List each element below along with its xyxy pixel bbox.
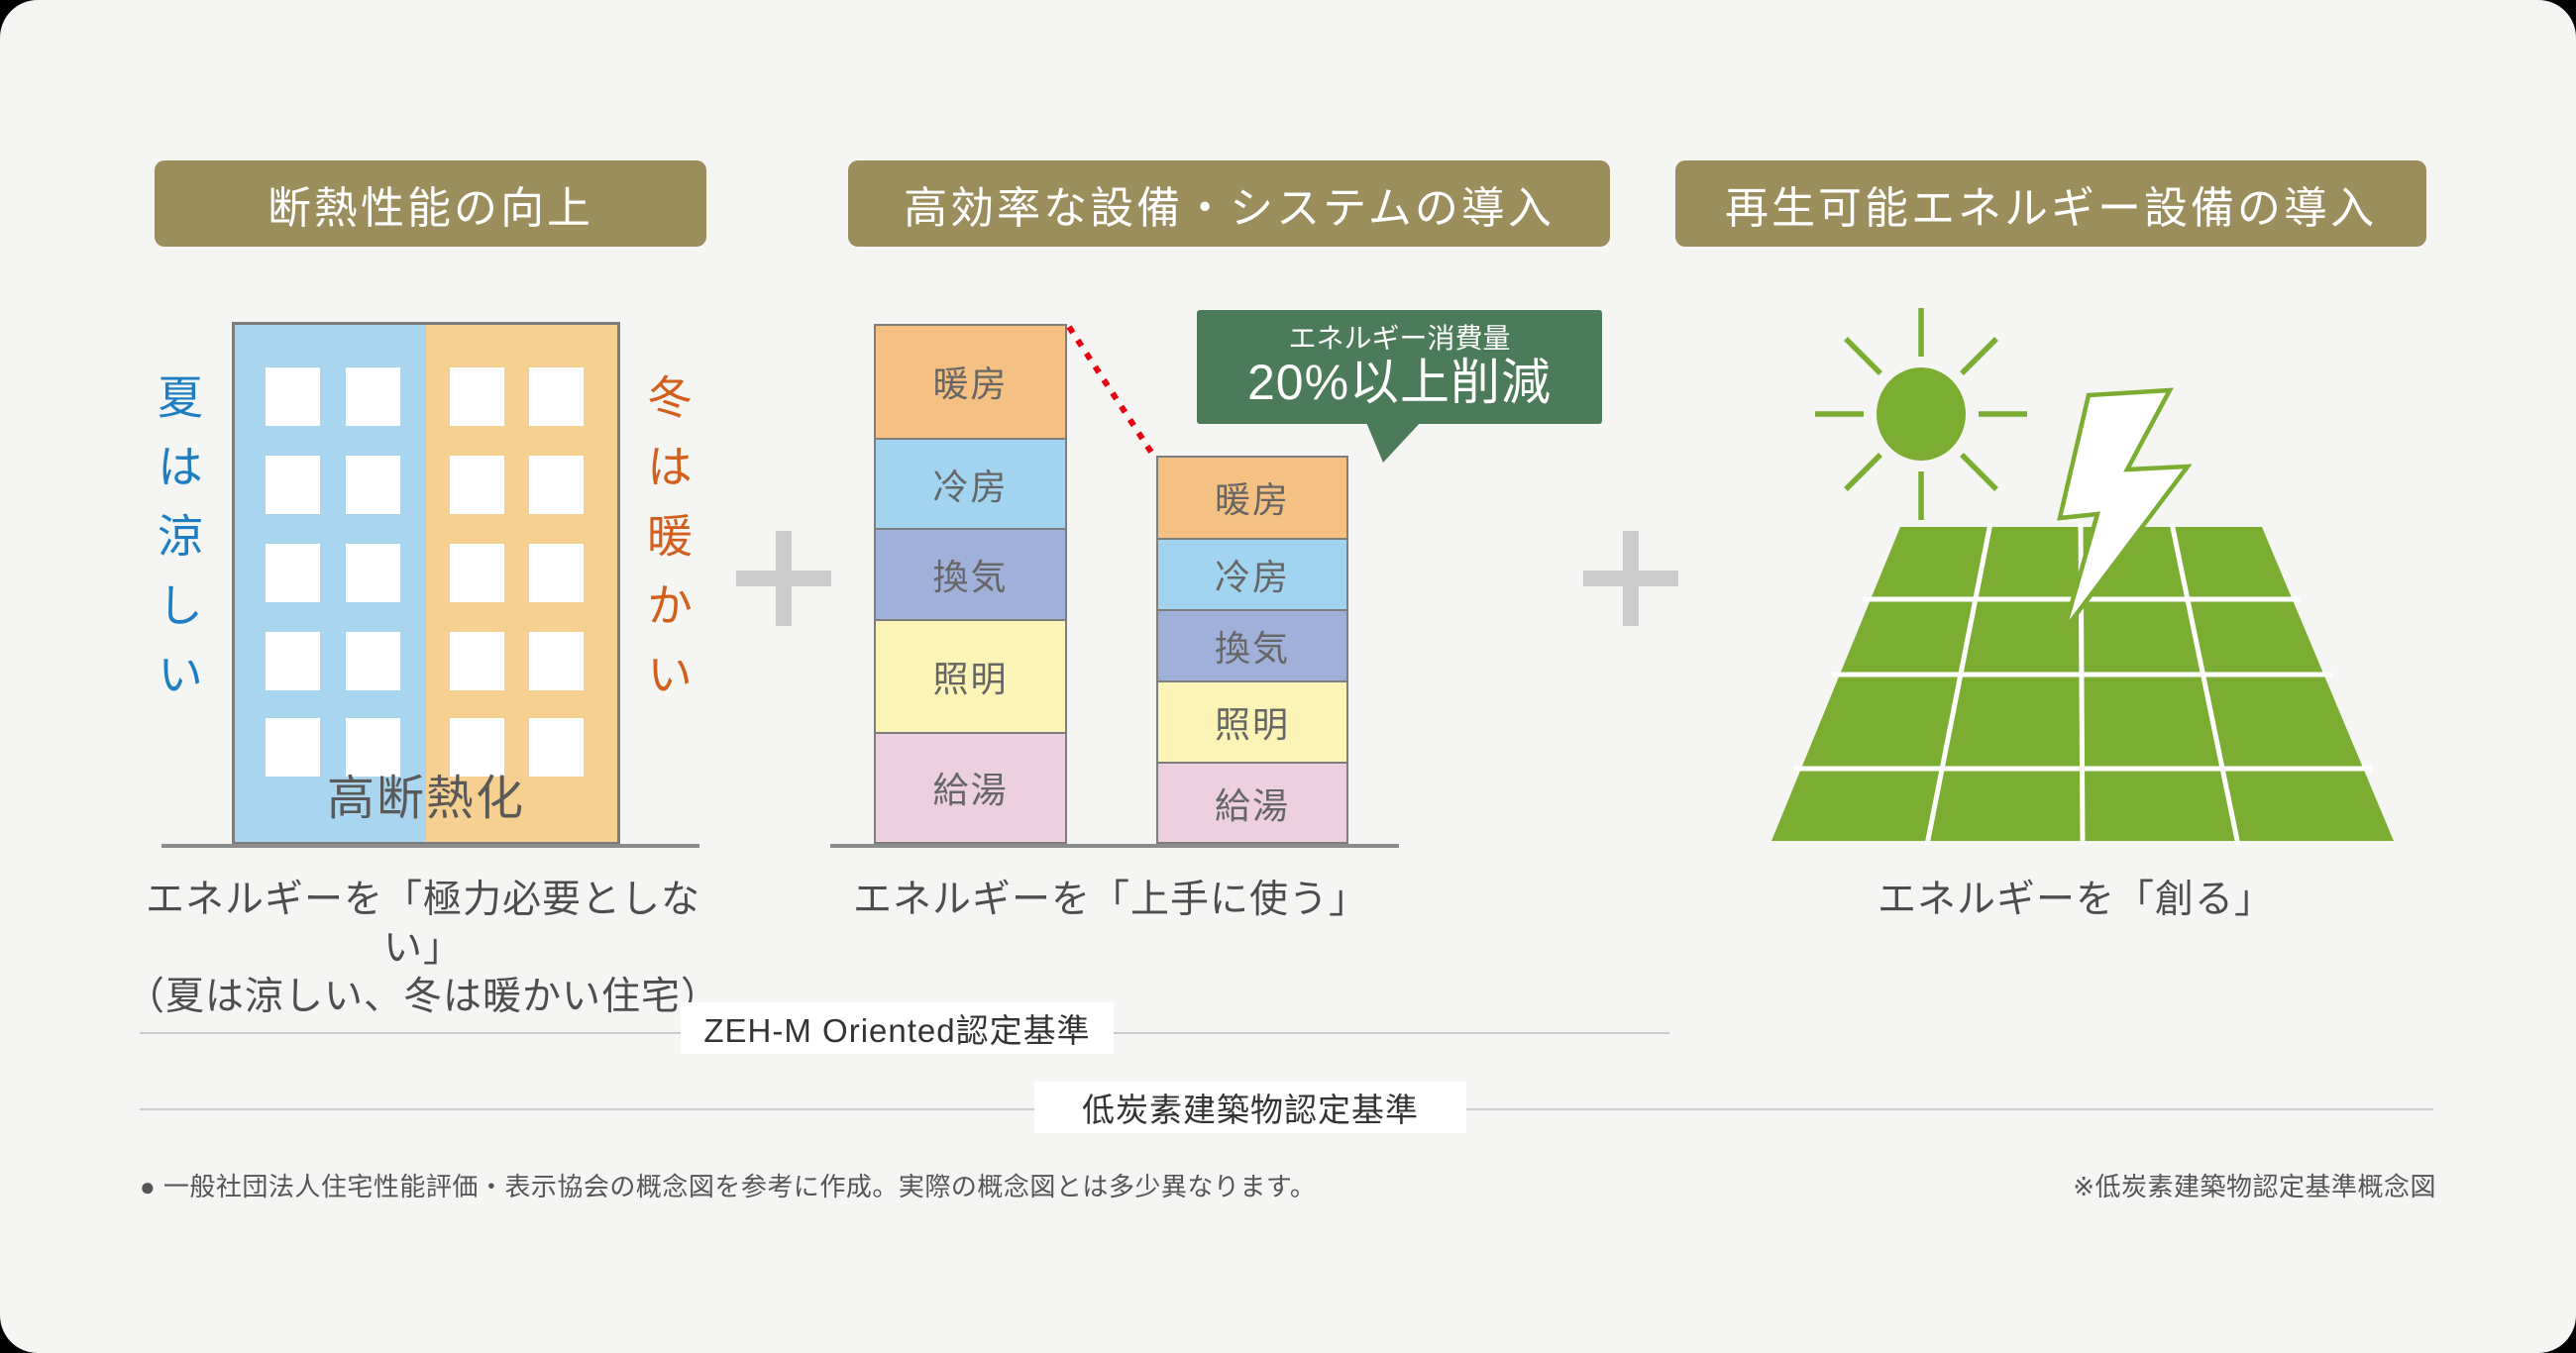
plus-icon <box>736 531 831 626</box>
zehm-certification-label: ZEH-M Oriented認定基準 <box>681 1002 1114 1054</box>
building-window <box>529 718 584 777</box>
bar-segment-label: 暖房 <box>1214 479 1290 521</box>
bar-segment: 暖房 <box>1158 458 1346 540</box>
building-window <box>346 632 400 690</box>
building-window <box>529 367 584 426</box>
reduction-connector-line <box>1066 325 1155 456</box>
building-illustration: 高断熱化 <box>232 322 620 845</box>
sun-icon <box>1815 308 2027 520</box>
building-window <box>529 544 584 602</box>
caption-line: エネルギーを「上手に使う」 <box>852 879 1368 921</box>
caption-line: エネルギーを「創る」 <box>1877 879 2274 921</box>
ground-line-building <box>161 844 699 848</box>
footnote-caption: ※低炭素建築物認定基準概念図 <box>2073 1172 2436 1201</box>
callout-value: 20%以上削減 <box>1246 354 1553 410</box>
winter-label: 冬は暖かい <box>641 373 693 720</box>
bar-segment-label: 換気 <box>1214 628 1290 670</box>
callout-tail <box>1365 420 1423 463</box>
header-insulation: 断熱性能の向上 <box>155 160 706 247</box>
bar-segment: 照明 <box>876 621 1065 734</box>
plus-icon <box>1583 531 1678 626</box>
building-window <box>450 456 504 514</box>
solar-panel <box>1771 522 2394 846</box>
bar-segment: 給湯 <box>876 733 1065 842</box>
summer-label: 夏は涼しい <box>152 373 203 720</box>
low-carbon-certification-label: 低炭素建築物認定基準 <box>1034 1082 1466 1133</box>
footnote-source: ● 一般社団法人住宅性能評価・表示協会の概念図を参考に作成。実際の概念図とは多少… <box>140 1172 1317 1201</box>
building-window <box>346 718 400 777</box>
header-efficiency: 高効率な設備・システムの導入 <box>848 160 1610 247</box>
building-window <box>346 367 400 426</box>
caption-line: エネルギーを「極力必要としない」 <box>145 879 700 970</box>
stacked-bar-before: 暖房冷房換気照明給湯 <box>874 324 1067 844</box>
caption-efficiency: エネルギーを「上手に使う」 <box>813 876 1408 924</box>
bar-segment-label: 冷房 <box>932 466 1009 507</box>
caption-renewable: エネルギーを「創る」 <box>1778 876 2373 924</box>
bar-segment-label: 照明 <box>1214 704 1290 746</box>
building-window <box>450 718 504 777</box>
insulation-label: 高断熱化 <box>326 773 525 825</box>
building-window <box>346 544 400 602</box>
bar-segment-label: 換気 <box>932 557 1009 598</box>
bar-segment: 照明 <box>1158 682 1346 765</box>
caption-line: （夏は涼しい、冬は暖かい住宅） <box>126 976 721 1018</box>
bar-segment-label: 給湯 <box>932 770 1009 811</box>
bar-segment: 冷房 <box>876 439 1065 531</box>
building-window <box>529 632 584 690</box>
building-window <box>266 544 320 602</box>
building-window <box>529 456 584 514</box>
bar-segment-label: 給湯 <box>1214 784 1290 826</box>
reduction-callout: エネルギー消費量 20%以上削減 <box>1197 310 1602 424</box>
ground-line-bars <box>830 844 1399 848</box>
building-window <box>266 367 320 426</box>
bar-segment: 給湯 <box>1158 764 1346 842</box>
bar-segment: 換気 <box>1158 610 1346 683</box>
building-window <box>450 367 504 426</box>
building-window <box>266 718 320 777</box>
caption-insulation: エネルギーを「極力必要としない」 （夏は涼しい、冬は暖かい住宅） <box>126 876 720 1021</box>
building-window <box>450 632 504 690</box>
building-window <box>266 456 320 514</box>
building-window <box>450 544 504 602</box>
bar-segment-label: 冷房 <box>1214 556 1290 597</box>
bar-segment: 冷房 <box>1158 539 1346 611</box>
bar-segment: 換気 <box>876 530 1065 622</box>
bar-segment-label: 照明 <box>932 659 1009 700</box>
bar-segment-label: 暖房 <box>932 364 1009 405</box>
callout-subtitle: エネルギー消費量 <box>1288 323 1511 355</box>
building-window <box>346 456 400 514</box>
stacked-bar-after: 暖房冷房換気照明給湯 <box>1156 456 1348 844</box>
header-renewable: 再生可能エネルギー設備の導入 <box>1675 160 2426 247</box>
lightning-icon <box>2057 387 2193 633</box>
building-window <box>266 632 320 690</box>
bar-segment: 暖房 <box>876 326 1065 440</box>
